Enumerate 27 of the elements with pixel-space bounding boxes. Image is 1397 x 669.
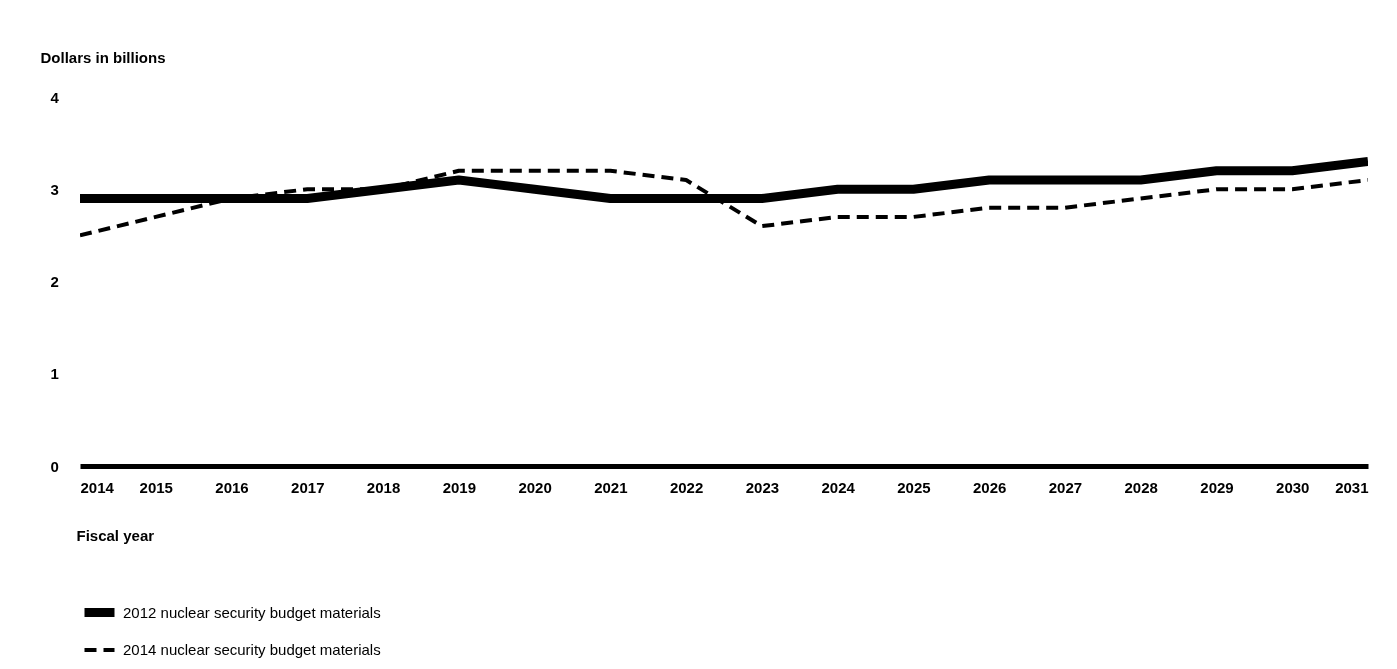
x-tick-label: 2027 bbox=[1048, 478, 1083, 496]
x-tick-label: 2014 bbox=[80, 478, 115, 496]
y-tick-label: 3 bbox=[50, 180, 59, 198]
x-tick-label: 2022 bbox=[669, 478, 704, 496]
y-tick-label: 2 bbox=[50, 273, 59, 290]
x-tick-label: 2019 bbox=[442, 478, 477, 496]
x-tick-label: 2031 bbox=[1335, 478, 1369, 496]
x-tick-label: 2029 bbox=[1200, 478, 1234, 496]
x-axis-title: Fiscal year bbox=[76, 526, 155, 544]
x-tick-label: 2028 bbox=[1124, 478, 1158, 496]
x-tick-label: 2023 bbox=[745, 478, 780, 496]
y-tick-label: 0 bbox=[50, 457, 59, 475]
x-tick-label: 2025 bbox=[897, 478, 931, 496]
y-tick-label: 4 bbox=[50, 88, 60, 106]
x-tick-label: 2015 bbox=[139, 478, 173, 496]
x-tick-label: 2026 bbox=[972, 478, 1007, 496]
y-axis-title: Dollars in billions bbox=[40, 48, 166, 66]
x-tick-label: 2024 bbox=[821, 478, 856, 496]
legend-label: 2012 nuclear security budget materials bbox=[123, 603, 381, 621]
x-tick-label: 2017 bbox=[291, 478, 325, 496]
x-tick-label: 2021 bbox=[594, 478, 628, 496]
legend-label: 2014 nuclear security budget materials bbox=[123, 641, 381, 658]
x-tick-label: 2018 bbox=[366, 478, 401, 496]
y-tick-label: 1 bbox=[50, 365, 59, 383]
x-tick-label: 2030 bbox=[1276, 478, 1310, 496]
x-tick-label: 2016 bbox=[215, 478, 249, 496]
x-tick-label: 2020 bbox=[518, 478, 552, 496]
